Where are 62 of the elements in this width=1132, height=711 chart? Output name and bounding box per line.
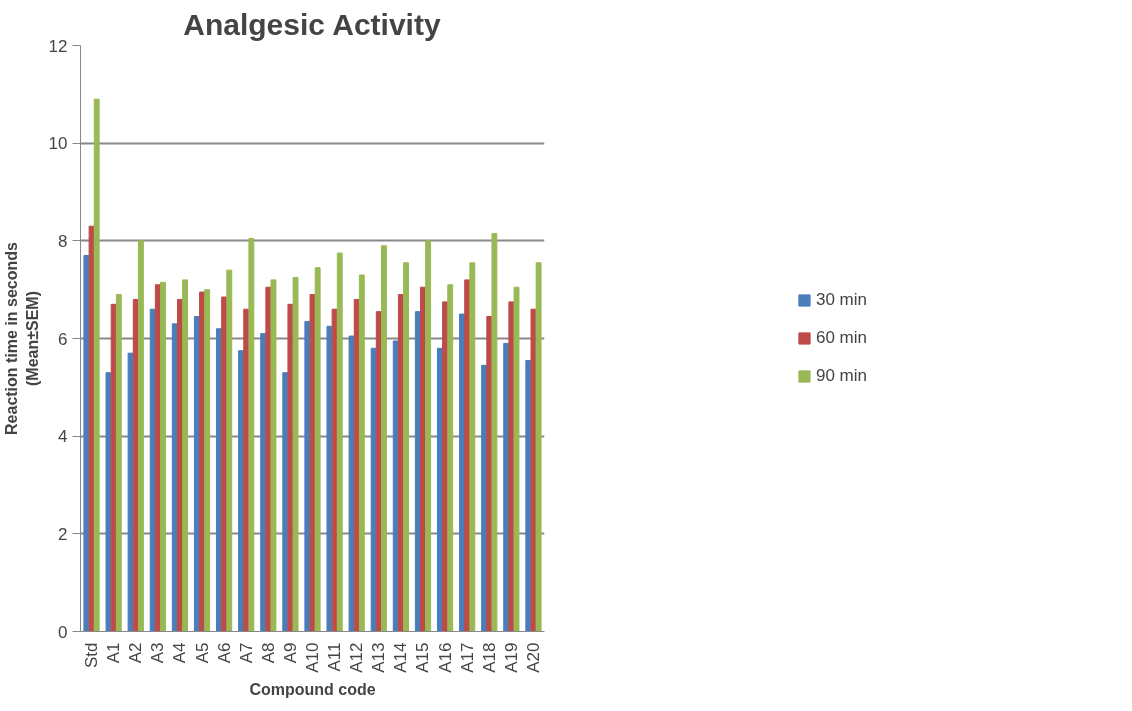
- bar: [88, 225, 95, 632]
- x-tick-label: A13: [369, 642, 389, 673]
- y-tick-label: 0: [58, 622, 68, 642]
- bar: [204, 289, 211, 632]
- y-axis-title: Reaction time in seconds (Mean±SEM): [3, 241, 41, 435]
- x-tick-label: A6: [214, 642, 234, 664]
- bar: [513, 286, 520, 632]
- bar: [331, 308, 338, 632]
- x-tick-label: A11: [325, 642, 345, 672]
- bar: [314, 267, 321, 632]
- bar: [137, 240, 144, 632]
- bar: [425, 240, 432, 632]
- x-tick-label: A19: [501, 642, 521, 673]
- bar: [226, 269, 233, 632]
- x-tick-label: A18: [479, 642, 499, 673]
- x-tick-label: A9: [280, 642, 300, 664]
- x-tick-label: A17: [457, 642, 477, 673]
- bar: [127, 352, 134, 632]
- bar: [93, 98, 100, 632]
- bar: [358, 274, 365, 632]
- bar: [530, 308, 537, 632]
- bar: [469, 262, 476, 632]
- bar: [160, 281, 166, 632]
- y-tick-label: 4: [58, 427, 68, 447]
- y-tick-label: 6: [58, 329, 68, 349]
- x-tick-label: A12: [347, 642, 367, 673]
- y-tick-label: 12: [48, 36, 68, 56]
- bar: [348, 335, 355, 632]
- legend-label: 30 min: [815, 290, 868, 310]
- bar: [403, 262, 409, 632]
- x-tick-label: A3: [148, 642, 168, 664]
- bar: [105, 372, 112, 632]
- x-tick-label: A4: [170, 642, 190, 664]
- bar: [491, 233, 498, 632]
- bar: [380, 245, 387, 632]
- bar: [248, 237, 255, 632]
- bar: [292, 276, 299, 632]
- y-tick-label: 8: [58, 231, 68, 251]
- x-tick-label: A16: [435, 642, 455, 673]
- y-tick-label: 2: [58, 524, 68, 544]
- bar: [336, 252, 343, 632]
- bar: [115, 294, 122, 632]
- chart-title: Analgesic Activity: [183, 7, 441, 41]
- x-tick-label: A1: [104, 642, 124, 664]
- x-tick-label: A8: [258, 642, 278, 664]
- x-tick-label: A2: [126, 642, 146, 664]
- x-tick-label: A10: [303, 642, 322, 673]
- x-tick-label: A20: [523, 642, 543, 673]
- x-tick-label: A5: [192, 642, 212, 664]
- legend-label: 60 min: [815, 328, 868, 348]
- y-tick-label: 10: [48, 134, 68, 154]
- x-tick-label: Std: [82, 642, 102, 669]
- x-tick-label: A14: [391, 642, 411, 673]
- bar: [182, 279, 189, 632]
- x-axis-title: Compound code: [249, 680, 376, 698]
- x-tick-label: A7: [236, 642, 256, 664]
- bar: [309, 294, 316, 632]
- legend-label: 90 min: [815, 366, 868, 386]
- bar: [447, 284, 454, 632]
- x-tick-label: A15: [413, 642, 433, 673]
- bar: [270, 279, 277, 632]
- bar: [535, 262, 542, 632]
